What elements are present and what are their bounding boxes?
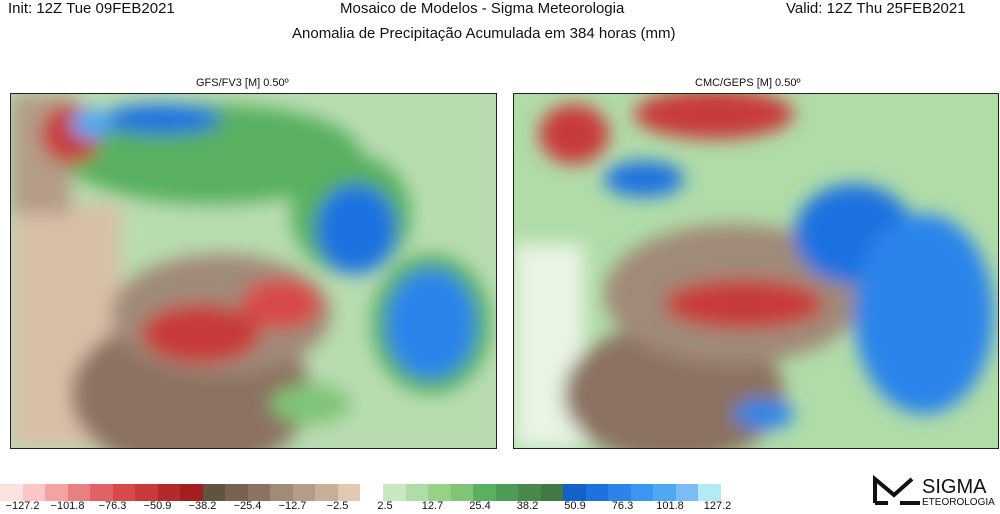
colorbar-box [225, 484, 248, 501]
colorbar-box [428, 484, 451, 501]
colorbar-box [585, 484, 609, 501]
colorbar-positive [383, 484, 721, 501]
colorbar-box [90, 484, 113, 501]
colorbar-label: −12.7 [278, 500, 307, 512]
colorbar-label: 50.9 [564, 500, 586, 512]
chart-title: Mosaico de Modelos - Sigma Meteorologia [340, 0, 625, 17]
colorbar-box [495, 484, 519, 501]
colorbar-box [292, 484, 315, 501]
colorbar-label: 12.7 [421, 500, 444, 512]
colorbar-box [337, 484, 360, 501]
colorbar-negative [0, 484, 360, 501]
map-cmc [513, 93, 999, 449]
colorbar-box [653, 484, 676, 501]
valid-time: Valid: 12Z Thu 25FEB2021 [786, 0, 966, 17]
colorbar-label: −50.9 [143, 500, 172, 512]
colorbar-box [157, 484, 180, 501]
colorbar-box [518, 484, 541, 501]
colorbar-label: −127.2 [5, 500, 40, 512]
colorbar-label: −2.5 [326, 500, 349, 512]
sigma-logo: SIGMA ETEOROLOGIA [872, 473, 997, 514]
colorbar-box [405, 484, 429, 501]
colorbar-box [675, 484, 699, 501]
panel-title-cmc: CMC/GEPS [M] 0.50º [695, 77, 801, 89]
colorbar-box [540, 484, 564, 501]
map-gfs [10, 93, 497, 449]
colorbar-box [450, 484, 474, 501]
colorbar-box [0, 484, 23, 501]
colorbar-box [22, 484, 45, 501]
colorbar-box [135, 484, 158, 501]
colorbar-label: −25.4 [233, 500, 262, 512]
colorbar-box [180, 484, 203, 501]
colorbar-label: 25.4 [469, 500, 491, 512]
colorbar-box [315, 484, 338, 501]
colorbar-box [630, 484, 654, 501]
colorbar-box [202, 484, 225, 501]
panel-title-gfs: GFS/FV3 [M] 0.50º [196, 77, 289, 89]
colorbar-label: 76.3 [611, 500, 634, 512]
colorbar-label: 38.2 [516, 500, 539, 512]
colorbar-box [45, 484, 68, 501]
colorbar-box [67, 484, 90, 501]
colorbar-box [270, 484, 293, 501]
colorbar-box [608, 484, 631, 501]
init-time: Init: 12Z Tue 09FEB2021 [8, 0, 175, 17]
colorbar-label: −101.8 [50, 500, 85, 512]
colorbar-label: 127.2 [703, 500, 732, 512]
svg-text:ETEOROLOGIA: ETEOROLOGIA [922, 497, 995, 508]
colorbar-box [698, 484, 721, 501]
colorbar-box [473, 484, 496, 501]
colorbar-label: −76.3 [98, 500, 127, 512]
colorbar-box [383, 484, 406, 501]
colorbar-label: −38.2 [188, 500, 217, 512]
svg-text:SIGMA: SIGMA [922, 476, 987, 498]
colorbar-box [563, 484, 586, 501]
subtitle: Anomalia de Precipitação Acumulada em 38… [292, 25, 676, 42]
colorbar-label: 2.5 [377, 500, 393, 512]
colorbar-box [247, 484, 270, 501]
colorbar-box [112, 484, 135, 501]
colorbar-label: 101.8 [656, 500, 684, 512]
